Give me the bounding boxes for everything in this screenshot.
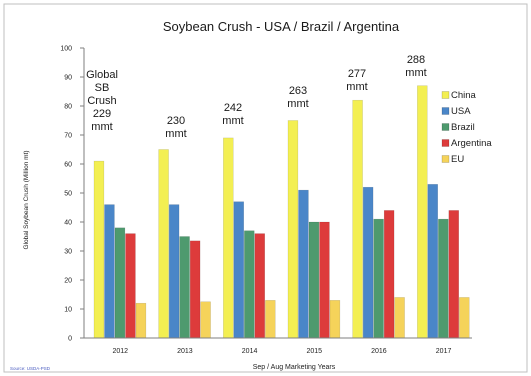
bar-usa-2017: [427, 184, 438, 339]
y-tick-label: 80: [64, 104, 72, 111]
bar-eu-2016: [394, 297, 405, 339]
x-tick-label: 2014: [242, 348, 258, 355]
bar-argentina-2015: [319, 221, 330, 339]
bar-eu-2012: [135, 302, 147, 339]
y-tick-label: 50: [64, 191, 72, 198]
annotation-label: SB: [95, 82, 110, 94]
bar-china-2014: [223, 137, 234, 339]
bar-china-2016: [352, 99, 363, 339]
y-tick-label: 10: [64, 307, 72, 314]
annotation-label: mmt: [405, 67, 426, 79]
bar-usa-2013: [168, 204, 180, 339]
legend-swatch-brazil: [441, 123, 450, 131]
x-tick-label: 2013: [177, 348, 193, 355]
annotation-label: mmt: [287, 98, 308, 110]
bar-brazil-2016: [373, 218, 384, 339]
legend-swatch-eu: [441, 155, 450, 163]
bar-china-2013: [158, 149, 169, 339]
legend-swatch-china: [441, 91, 450, 99]
bar-argentina-2017: [448, 210, 459, 339]
bar-usa-2014: [233, 201, 244, 339]
x-tick-label: 2015: [306, 348, 322, 355]
y-tick-label: 90: [64, 75, 72, 82]
y-tick-label: 70: [64, 133, 72, 140]
bar-eu-2015: [329, 300, 341, 339]
bar-china-2015: [287, 120, 299, 339]
bar-argentina-2012: [125, 233, 136, 339]
y-tick-label: 20: [64, 278, 72, 285]
y-axis-title: Global Soybean Crush (Million mt): [23, 151, 30, 250]
annotation-label: mmt: [91, 121, 112, 133]
bar-brazil-2012: [114, 227, 126, 339]
legend-swatch-argentina: [441, 139, 450, 147]
x-tick-label: 2017: [436, 348, 452, 355]
bar-brazil-2017: [438, 218, 449, 339]
legend-label: Argentina: [451, 138, 492, 149]
source-note: Source: USDA-PSD: [10, 366, 51, 371]
bar-china-2012: [93, 160, 105, 339]
annotation-label: Crush: [87, 95, 116, 107]
annotation-label: 242: [224, 102, 242, 114]
bar-argentina-2013: [189, 240, 201, 339]
annotation-label: mmt: [165, 128, 186, 140]
x-axis: 2012 2013 2014 2015 2016 2017: [84, 337, 472, 355]
x-axis-title: Sep / Aug Marketing Years: [253, 364, 336, 371]
y-tick-label: 30: [64, 249, 72, 256]
annotation-label: 288: [407, 54, 425, 66]
bar-argentina-2014: [254, 233, 265, 339]
legend-label: USA: [451, 106, 471, 117]
x-tick-label: 2012: [112, 348, 128, 355]
annotation-label: 229: [93, 108, 111, 120]
bar-eu-2017: [459, 297, 470, 339]
legend: China USA Brazil Argentina EU: [441, 90, 492, 165]
annotation-label: Global: [86, 69, 118, 81]
bar-eu-2014: [265, 300, 276, 339]
legend-label: Brazil: [451, 122, 475, 133]
bar-brazil-2013: [179, 236, 190, 339]
bar-argentina-2016: [383, 210, 395, 339]
annotation-label: 230: [167, 115, 185, 127]
bar-usa-2015: [298, 189, 309, 339]
legend-label: EU: [451, 154, 464, 165]
y-tick-label: 0: [68, 336, 72, 343]
annotation-label: mmt: [222, 115, 243, 127]
chart-title: Soybean Crush - USA / Brazil / Argentina: [163, 19, 400, 34]
y-tick-label: 60: [64, 162, 72, 169]
bar-usa-2016: [362, 186, 374, 339]
bar-china-2017: [417, 85, 428, 339]
bar-eu-2013: [200, 301, 211, 339]
x-tick-label: 2016: [371, 348, 387, 355]
y-tick-label: 100: [60, 46, 72, 53]
bar-usa-2012: [104, 204, 115, 339]
bar-brazil-2014: [244, 230, 255, 339]
bar-brazil-2015: [308, 221, 320, 339]
y-tick-label: 40: [64, 220, 72, 227]
legend-label: China: [451, 90, 477, 101]
annotation-label: 263: [289, 85, 307, 97]
y-axis: 0 10 20 30 40 50 60 70 80 90 100: [60, 46, 85, 343]
bars: [93, 85, 470, 339]
legend-swatch-usa: [441, 107, 450, 115]
annotation-label: mmt: [346, 81, 367, 93]
annotation-label: 277: [348, 68, 366, 80]
